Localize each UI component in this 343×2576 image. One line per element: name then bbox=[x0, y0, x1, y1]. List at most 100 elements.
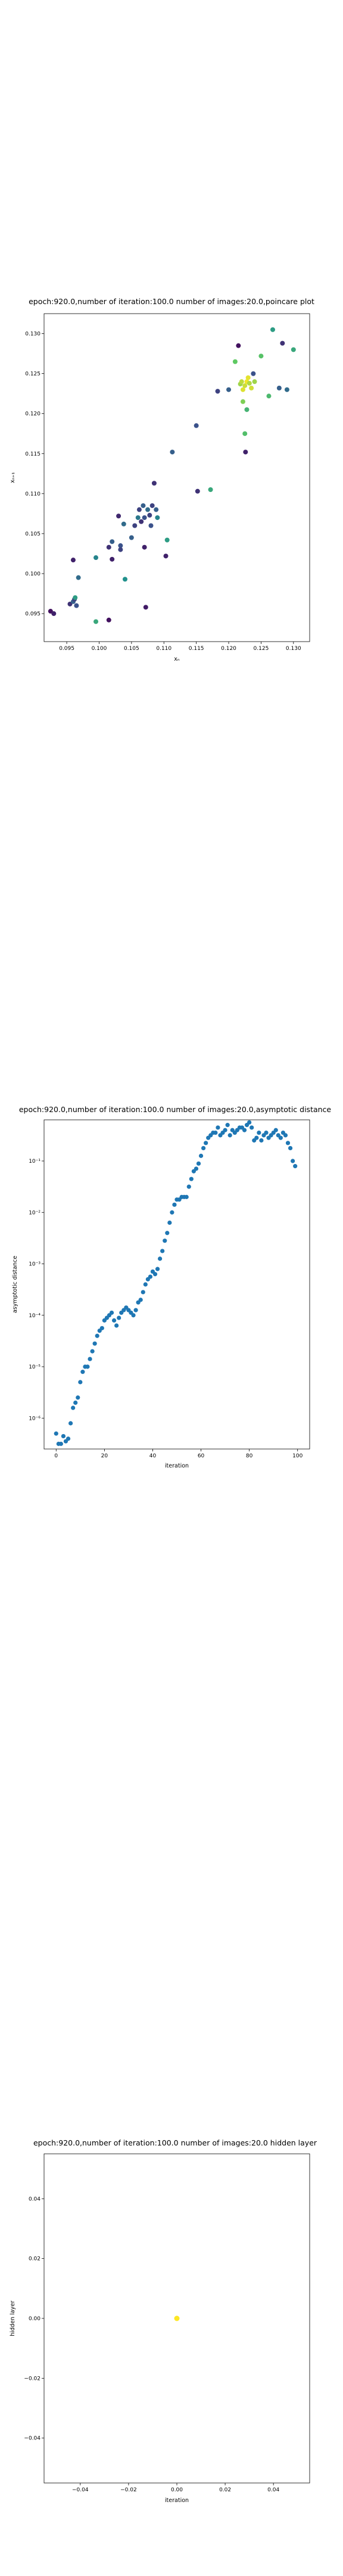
poincare-xtick-label: 0.125 bbox=[254, 646, 269, 652]
poincare-point bbox=[93, 555, 99, 561]
poincare-chart: epoch:920.0,number of iteration:100.0 nu… bbox=[10, 297, 314, 662]
hidden-layer-points bbox=[174, 2315, 180, 2321]
poincare-ytick-label: 0.125 bbox=[25, 371, 40, 377]
poincare-point bbox=[291, 347, 296, 352]
asymptotic-ytick-label: 10⁻³ bbox=[29, 1262, 40, 1268]
asymptotic-point bbox=[254, 1135, 259, 1140]
asymptotic-ytick-label: 10⁻⁶ bbox=[29, 1416, 40, 1422]
hidden-layer-title: epoch:920.0,number of iteration:100.0 nu… bbox=[33, 2138, 317, 2147]
poincare-ytick-label: 0.105 bbox=[25, 531, 40, 537]
asymptotic-point bbox=[291, 1159, 295, 1163]
asymptotic-point bbox=[167, 1220, 172, 1225]
hidden-layer-ytick-label: 0.04 bbox=[29, 2196, 40, 2202]
asymptotic-point bbox=[111, 1318, 117, 1323]
asymptotic-xtick-label: 0 bbox=[54, 1453, 58, 1459]
asymptotic-xtick-label: 100 bbox=[292, 1453, 303, 1459]
poincare-point bbox=[226, 387, 232, 392]
asymptotic-point bbox=[264, 1130, 269, 1135]
asymptotic-point bbox=[285, 1141, 291, 1145]
hidden-layer-ytick-label: −0.04 bbox=[24, 2436, 40, 2442]
asymptotic-point bbox=[278, 1135, 283, 1140]
poincare-point bbox=[139, 519, 144, 524]
hidden-layer-xtick-label: 0.04 bbox=[267, 2487, 279, 2493]
asymptotic-point bbox=[73, 1400, 78, 1405]
asymptotic-point bbox=[90, 1349, 95, 1354]
poincare-point bbox=[215, 389, 220, 394]
hidden-layer-ticks: −0.04 −0.02 0.00 0.02 0.04 −0.04 −0.02 0.00 0.02… bbox=[24, 2196, 279, 2493]
asymptotic-point bbox=[61, 1433, 66, 1439]
asymptotic-point bbox=[158, 1256, 163, 1261]
asymptotic-point bbox=[223, 1128, 227, 1132]
hidden-layer-ytick-label: 0.02 bbox=[29, 2256, 40, 2262]
asymptotic-xlabel: iteration bbox=[165, 1463, 189, 1469]
asymptotic-point bbox=[163, 1239, 167, 1243]
poincare-points bbox=[48, 327, 296, 624]
poincare-ytick-label: 0.130 bbox=[25, 332, 40, 338]
asymptotic-point bbox=[58, 1441, 63, 1446]
asymptotic-point bbox=[133, 1308, 138, 1312]
poincare-point bbox=[240, 399, 245, 404]
asymptotic-xtick-label: 20 bbox=[101, 1453, 108, 1459]
poincare-point bbox=[135, 515, 141, 521]
poincare-xtick-label: 0.110 bbox=[156, 646, 172, 652]
poincare-point bbox=[142, 515, 147, 521]
asymptotic-point bbox=[165, 1231, 170, 1236]
hidden-layer-xtick-label: −0.04 bbox=[72, 2487, 89, 2493]
asymptotic-point bbox=[201, 1145, 206, 1151]
poincare-point bbox=[121, 521, 126, 527]
poincare-xtick-label: 0.095 bbox=[59, 646, 74, 652]
poincare-point bbox=[243, 450, 248, 455]
poincare-point bbox=[118, 543, 123, 549]
poincare-point bbox=[110, 539, 115, 544]
poincare-point bbox=[132, 523, 138, 528]
poincare-point bbox=[51, 611, 57, 617]
poincare-point bbox=[149, 503, 155, 508]
asymptotic-point bbox=[85, 1364, 90, 1369]
poincare-point bbox=[245, 375, 251, 380]
poincare-point bbox=[106, 617, 111, 623]
asymptotic-point bbox=[194, 1166, 199, 1171]
poincare-point bbox=[242, 431, 248, 436]
asymptotic-point bbox=[54, 1431, 58, 1436]
asymptotic-point bbox=[189, 1176, 194, 1181]
poincare-point bbox=[164, 537, 170, 543]
poincare-point bbox=[242, 383, 248, 388]
poincare-point bbox=[240, 387, 245, 392]
asymptotic-point bbox=[143, 1282, 148, 1287]
asymptotic-point bbox=[172, 1202, 177, 1207]
poincare-point bbox=[147, 513, 152, 518]
poincare-point bbox=[236, 343, 241, 348]
asymptotic-point bbox=[204, 1141, 208, 1145]
poincare-point bbox=[145, 507, 151, 512]
asymptotic-point bbox=[288, 1145, 293, 1151]
poincare-xtick-label: 0.100 bbox=[92, 646, 107, 652]
asymptotic-point bbox=[250, 1125, 254, 1130]
hidden-layer-ylabel: hidden layer bbox=[10, 2301, 16, 2336]
hidden-layer-chart: epoch:920.0,number of iteration:100.0 nu… bbox=[10, 2138, 317, 2504]
poincare-point bbox=[143, 605, 148, 610]
asymptotic-point bbox=[141, 1290, 145, 1295]
poincare-point bbox=[122, 577, 127, 582]
asymptotic-point bbox=[257, 1130, 261, 1135]
hidden-layer-ytick-label: −0.02 bbox=[24, 2376, 40, 2382]
asymptotic-point bbox=[80, 1370, 85, 1374]
poincare-point bbox=[195, 488, 200, 494]
asymptotic-ytick-label: 10⁻⁵ bbox=[29, 1364, 40, 1370]
asymptotic-point bbox=[196, 1161, 201, 1166]
poincare-point bbox=[136, 507, 142, 512]
poincare-point bbox=[118, 547, 123, 552]
asymptotic-point bbox=[198, 1153, 204, 1158]
asymptotic-point bbox=[66, 1436, 71, 1441]
asymptotic-point bbox=[152, 1272, 158, 1277]
asymptotic-point bbox=[138, 1298, 143, 1302]
poincare-point bbox=[110, 556, 115, 562]
hidden-layer-point bbox=[174, 2315, 180, 2321]
poincare-point bbox=[73, 595, 78, 600]
poincare-point bbox=[106, 544, 111, 550]
asymptotic-xtick-label: 80 bbox=[246, 1453, 253, 1459]
poincare-point bbox=[170, 450, 175, 455]
poincare-point bbox=[142, 544, 147, 550]
asymptotic-point bbox=[71, 1405, 76, 1410]
poincare-point bbox=[76, 575, 81, 580]
poincare-point bbox=[129, 535, 134, 540]
